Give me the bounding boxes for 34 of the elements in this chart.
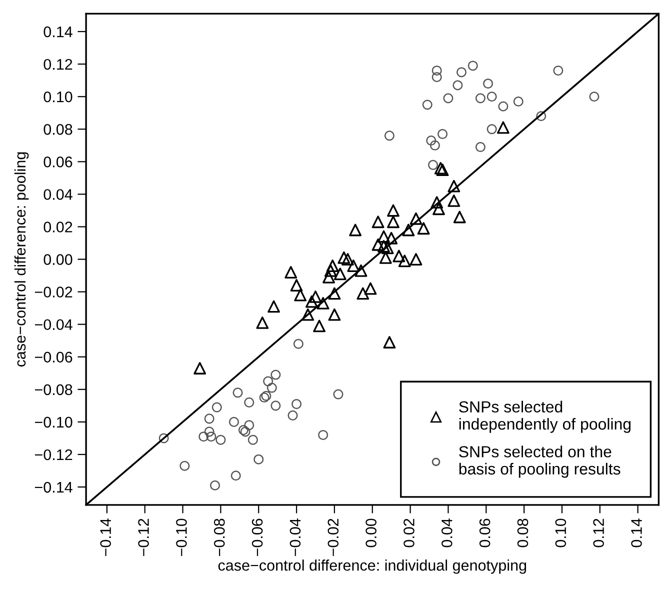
legend-label: SNPs selected independently of pooling (459, 400, 631, 433)
y-tick-label: 0.06 (44, 156, 72, 168)
y-axis-title: case−control difference: pooling (14, 152, 29, 367)
x-tick-label: 0.04 (442, 518, 452, 548)
x-tick-label: 0.10 (555, 518, 566, 548)
x-tick-label: −0.02 (328, 518, 339, 556)
x-tick-label: 0.06 (479, 518, 490, 548)
x-tick-label: 0.02 (404, 518, 414, 548)
x-tick-label: 0.14 (631, 518, 642, 548)
y-tick-label: −0.12 (34, 449, 72, 460)
y-tick-label: 0.10 (44, 91, 72, 102)
y-tick-label: −0.14 (34, 482, 72, 493)
y-tick-label: −0.02 (34, 286, 72, 298)
y-tick-label: 0.14 (44, 26, 72, 38)
x-tick-label: −0.12 (138, 518, 149, 556)
y-tick-label: −0.04 (34, 319, 72, 330)
y-tick-label: −0.06 (34, 352, 72, 363)
x-tick-label: −0.06 (252, 518, 263, 556)
x-tick-label: −0.04 (290, 518, 301, 556)
x-tick-label: −0.10 (176, 518, 187, 556)
y-tick-label: 0.02 (44, 222, 72, 232)
legend-label: SNPs selected on the basis of pooling results (459, 446, 620, 478)
y-tick-label: 0.08 (44, 124, 72, 135)
y-tick-label: 0.12 (44, 58, 72, 70)
y-tick-label: 0.00 (44, 254, 72, 265)
x-tick-label: −0.08 (214, 518, 225, 556)
x-tick-label: 0.00 (366, 518, 376, 548)
x-tick-label: 0.12 (593, 518, 604, 548)
y-tick-label: 0.04 (44, 189, 72, 200)
y-tick-label: −0.10 (34, 416, 72, 428)
y-tick-label: −0.08 (34, 384, 72, 396)
x-tick-label: 0.08 (517, 518, 528, 548)
x-tick-label: −0.14 (100, 518, 112, 556)
x-axis-title: case−control difference: individual genotyping (218, 560, 526, 574)
